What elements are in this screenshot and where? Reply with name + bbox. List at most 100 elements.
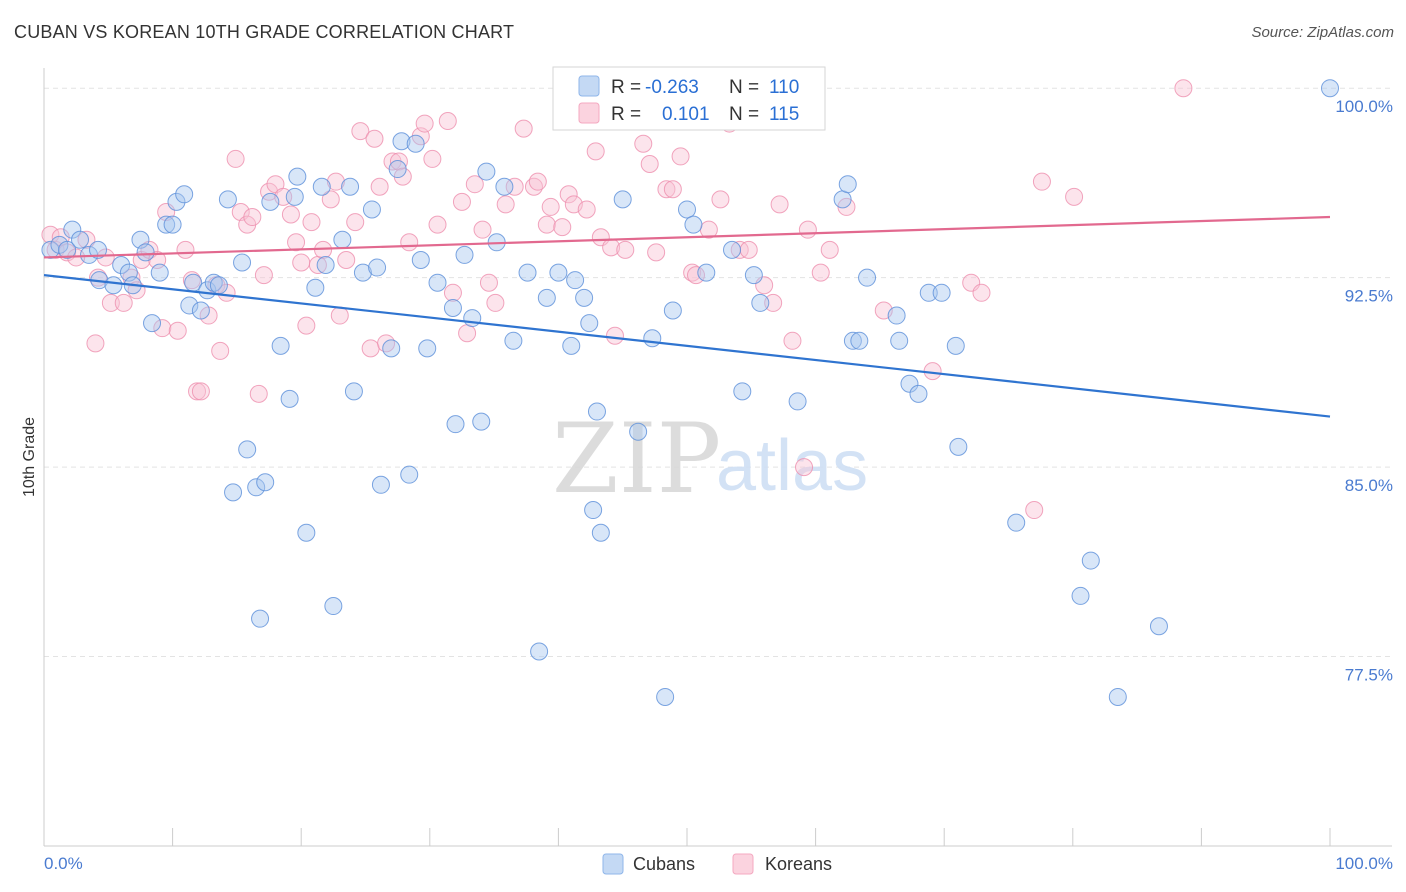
trend-line-cubans [43,274,1331,418]
cuban-point [271,336,290,355]
cuban-point [251,609,270,628]
korean-point [365,129,384,148]
cuban-point [143,314,162,333]
korean-point [1025,501,1044,520]
cuban-point [297,523,316,542]
cuban-point [530,642,549,661]
cuban-point [663,301,682,320]
cuban-point [788,392,807,411]
korean-point [811,263,830,282]
cuban-point [613,190,632,209]
cuban-point [575,288,594,307]
cuban-point [104,276,123,295]
cuban-point [150,263,169,282]
korean-point [337,250,356,269]
cuban-point [180,296,199,315]
korean-point [647,243,666,262]
y-tick-label: 92.5% [1345,287,1393,306]
cuban-point [341,177,360,196]
cuban-point [890,331,909,350]
korean-point [972,283,991,302]
cuban-point [218,190,237,209]
korean-point [249,384,268,403]
cuban-point [256,473,275,492]
korean-point [326,172,345,191]
korean-point [764,293,783,312]
cuban-point [362,200,381,219]
bottom-legend-label-cubans: Cubans [633,854,695,874]
cuban-point [280,389,299,408]
korean-point [176,240,195,259]
cuban-point [455,245,474,264]
cuban-point [191,301,210,320]
cuban-point [163,215,182,234]
korean-point [528,172,547,191]
cuban-point [238,440,257,459]
cuban-point [656,687,675,706]
korean-point [153,319,172,338]
cuban-point [697,263,716,282]
cuban-point [751,293,770,312]
y-axis-title: 10th Grade [21,417,38,497]
legend-swatch-koreans [578,102,600,124]
legend-n-value-1: 110 [769,77,799,98]
korean-point [423,149,442,168]
korean-point [616,240,635,259]
cuban-point [406,134,425,153]
korean-point [191,382,210,401]
cuban-point [733,382,752,401]
cuban-point [629,422,648,441]
cuban-point [949,437,968,456]
korean-point [479,273,498,292]
series-cubans [41,79,1339,706]
korean-point [321,190,340,209]
cuban-point [477,162,496,181]
korean-point [292,253,311,272]
cuban-point [167,192,186,211]
bottom-legend-label-koreans: Koreans [765,854,832,874]
source-label: Source: ZipAtlas.com [1251,24,1394,41]
cuban-point [684,215,703,234]
cuban-point [504,331,523,350]
cuban-point [838,175,857,194]
korean-point [820,240,839,259]
cuban-point [209,276,228,295]
cuban-point [428,273,447,292]
y-tick-labels: 77.5% 85.0% 92.5% 100.0% [1335,97,1393,684]
korean-point [541,197,560,216]
cuban-point [58,240,77,259]
cuban-point [1108,687,1127,706]
cuban-point [247,478,266,497]
korean-point [605,326,624,345]
cuban-point [932,283,951,302]
legend-n-label-2: N = [729,104,759,125]
korean-point [770,195,789,214]
korean-point [330,306,349,325]
korean-point [465,175,484,194]
korean-point [428,215,447,234]
cuban-point [285,187,304,206]
cuban-point [566,271,585,290]
cuban-point [843,331,862,350]
cuban-point [371,475,390,494]
cuban-point [392,132,411,151]
korean-point [586,142,605,161]
korean-point [657,180,676,199]
cuban-point [850,331,869,350]
korean-point [400,233,419,252]
cuban-point [233,253,252,272]
korean-point [346,213,365,232]
cuban-point [900,374,919,393]
korean-point [114,293,133,312]
cuban-point [919,283,938,302]
cuban-point [549,263,568,282]
cuban-point [518,263,537,282]
legend-r-value-1: -0.263 [645,77,699,98]
korean-point [537,215,556,234]
cuban-point [833,190,852,209]
cuban-point [580,314,599,333]
cuban-point [63,220,82,239]
cuban-point [288,167,307,186]
cuban-point [495,177,514,196]
